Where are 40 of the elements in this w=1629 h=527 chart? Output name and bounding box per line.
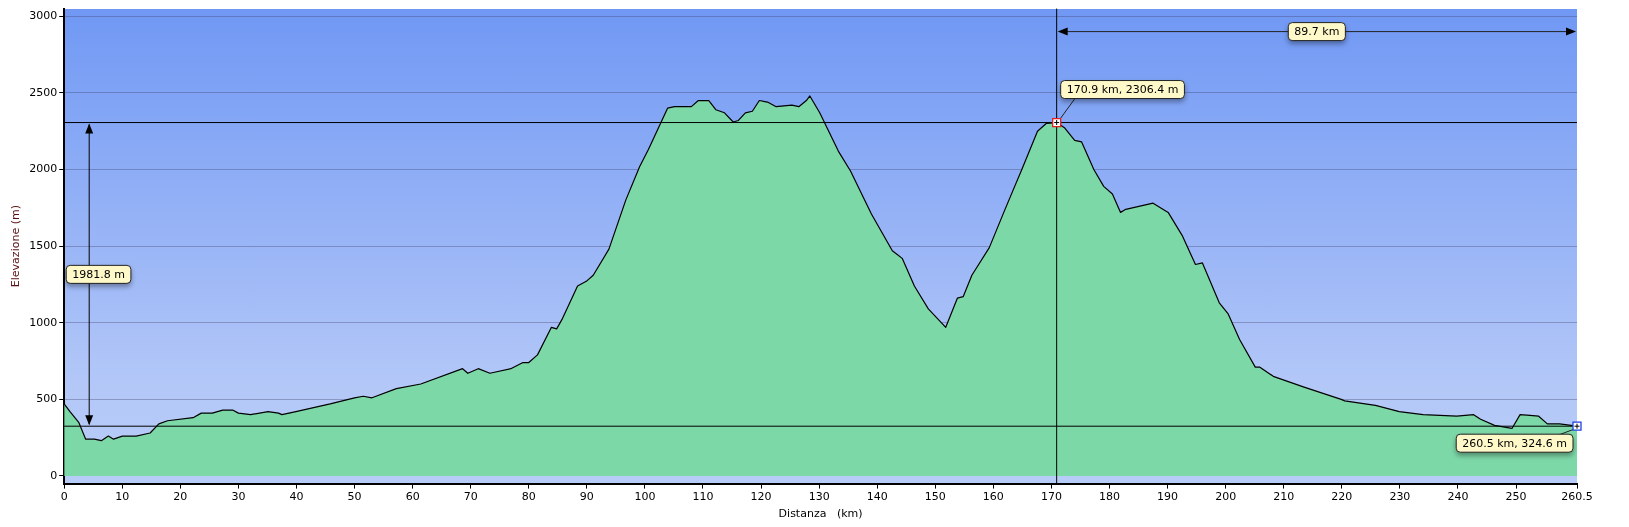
x-tick-label: 160 <box>982 490 1004 504</box>
annotation: 170.9 km, 2306.4 m <box>1066 82 1179 96</box>
annotation: 1981.8 m <box>72 267 125 281</box>
y-tick-label: 0 <box>50 468 58 482</box>
x-tick-label: 80 <box>521 490 536 504</box>
x-tick-label: 0 <box>60 490 68 504</box>
y-axis-title: Elevazione (m) <box>9 205 23 288</box>
x-tick-label: 60 <box>405 490 420 504</box>
y-tick-label: 1000 <box>29 315 58 329</box>
x-tick-label: 90 <box>579 490 594 504</box>
x-tick-label: 190 <box>1157 490 1179 504</box>
y-tick-label: 1500 <box>29 238 58 252</box>
x-tick-label: 20 <box>173 490 188 504</box>
y-tick-label: 2000 <box>29 162 58 176</box>
x-tick-label: 70 <box>463 490 478 504</box>
y-tick-label: 2500 <box>29 85 58 99</box>
x-tick-label: 100 <box>634 490 656 504</box>
x-tick-label: 230 <box>1389 490 1411 504</box>
y-tick-label: 500 <box>36 392 58 406</box>
x-tick-label: 140 <box>866 490 888 504</box>
x-tick-label: 120 <box>750 490 772 504</box>
x-tick-label: 210 <box>1273 490 1295 504</box>
x-tick-label: 10 <box>115 490 130 504</box>
x-tick-label: 50 <box>347 490 362 504</box>
annotation: 89.7 km <box>1294 24 1340 38</box>
annotation: 260.5 km, 324.6 m <box>1462 436 1568 450</box>
x-tick-label: 130 <box>808 490 830 504</box>
x-axis-title: Distanza (km) <box>778 507 863 521</box>
x-tick-label: 40 <box>289 490 304 504</box>
x-tick-label: 170 <box>1040 490 1062 504</box>
x-tick-label: 110 <box>692 490 714 504</box>
x-tick-label: 250 <box>1505 490 1527 504</box>
y-tick-label: 3000 <box>29 9 58 23</box>
x-tick-label: 240 <box>1447 490 1469 504</box>
x-tick-label: 180 <box>1099 490 1121 504</box>
x-tick-label: 220 <box>1331 490 1353 504</box>
x-tick-label: 30 <box>231 490 246 504</box>
x-tick-label: 200 <box>1215 490 1237 504</box>
x-tick-label: 150 <box>924 490 946 504</box>
x-tick-label: 260.5 <box>1561 490 1593 504</box>
